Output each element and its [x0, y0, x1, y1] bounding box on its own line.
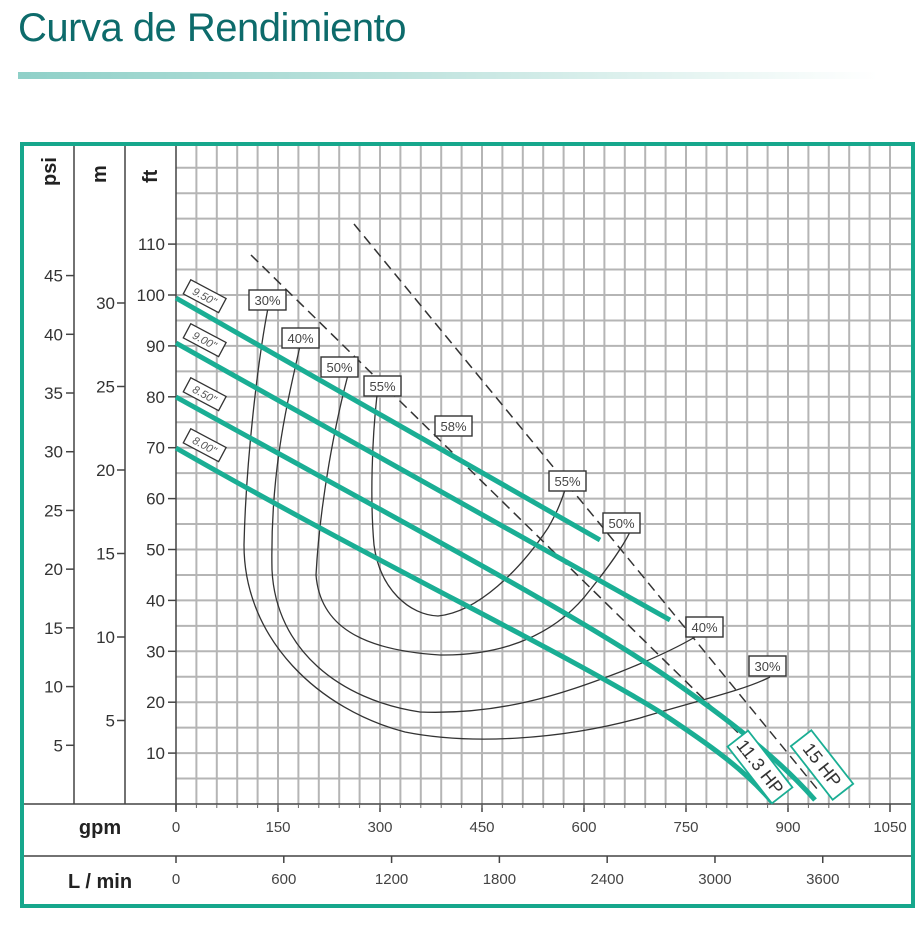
psi-tick-label: 35	[44, 384, 63, 403]
ft-tick-label: 100	[137, 286, 165, 305]
lmin-tick-label: 600	[271, 871, 296, 888]
eff-tag-55-right: 55%	[548, 470, 587, 492]
title-divider	[18, 72, 878, 79]
svg-text:55%: 55%	[369, 379, 395, 394]
lmin-axis-label: L / min	[68, 871, 132, 893]
eff-tag-50-left: 50%	[320, 356, 359, 378]
psi-tick-label: 5	[54, 736, 63, 755]
eff-tag-30-left: 30%	[248, 289, 287, 311]
efficiency-curve-50	[315, 374, 631, 656]
gpm-tick-label: 150	[265, 819, 290, 836]
ft-tick-label: 10	[146, 744, 165, 763]
psi-tick-label: 15	[44, 619, 63, 638]
ft-tick-label: 60	[146, 490, 165, 509]
m-tick-label: 15	[96, 544, 115, 563]
psi-tick-label: 40	[44, 325, 63, 344]
ft-tick-label: 50	[146, 541, 165, 560]
eff-tag-58: 58%	[434, 415, 473, 437]
chart-frame	[20, 142, 915, 908]
psi-tick-label: 20	[44, 560, 63, 579]
m-axis-label: m	[89, 165, 111, 183]
lmin-tick-label: 1800	[483, 871, 516, 888]
hp-15-line	[353, 223, 819, 791]
gpm-tick-label: 0	[172, 819, 180, 836]
head-curve-800	[174, 445, 774, 804]
psi-tick-label: 25	[44, 501, 63, 520]
gpm-tick-label: 750	[673, 819, 698, 836]
svg-text:50%: 50%	[326, 360, 352, 375]
m-tick-label: 25	[96, 377, 115, 396]
efficiency-curve-55	[371, 394, 566, 617]
svg-text:50%: 50%	[608, 516, 634, 531]
chart-grid	[176, 146, 911, 804]
svg-text:55%: 55%	[554, 474, 580, 489]
svg-text:30%: 30%	[754, 659, 780, 674]
ft-tick-label: 70	[146, 439, 165, 458]
axis-ticks: 1101009080706050403020103025201510545403…	[44, 235, 907, 888]
psi-tick-label: 30	[44, 443, 63, 462]
hp-11-3-line	[250, 254, 771, 765]
svg-text:58%: 58%	[440, 419, 466, 434]
psi-axis-label: psi	[39, 157, 61, 186]
head-curve-950	[174, 295, 602, 543]
lmin-tick-label: 3600	[806, 871, 839, 888]
m-tick-label: 10	[96, 628, 115, 647]
eff-tag-40-right: 40%	[685, 616, 724, 638]
gpm-tick-label: 1050	[873, 819, 906, 836]
eff-tag-30-right: 30%	[748, 655, 787, 677]
svg-text:30%: 30%	[254, 293, 280, 308]
ft-tick-label: 110	[138, 235, 165, 254]
ft-tick-label: 30	[146, 642, 165, 661]
lmin-tick-label: 2400	[590, 871, 623, 888]
m-tick-label: 5	[106, 711, 115, 730]
ft-axis-label: ft	[140, 169, 162, 183]
page-title: Curva de Rendimiento	[18, 6, 407, 50]
psi-tick-label: 45	[44, 267, 63, 286]
ft-tick-label: 90	[146, 337, 165, 356]
hp-tag-15: 15 HP	[789, 728, 855, 802]
lmin-tick-label: 1200	[375, 871, 408, 888]
gpm-tick-label: 450	[469, 819, 494, 836]
ft-tick-label: 20	[146, 693, 165, 712]
efficiency-tags: 30% 40% 50% 55% 58% 55% 50% 40% 30%	[248, 289, 787, 677]
eff-tag-40-left: 40%	[281, 327, 320, 349]
eff-tag-55-left: 55%	[363, 375, 402, 397]
gpm-tick-label: 300	[367, 819, 392, 836]
lmin-tick-label: 3000	[698, 871, 731, 888]
ft-tick-label: 80	[146, 388, 165, 407]
m-tick-label: 30	[96, 294, 115, 313]
lmin-tick-label: 0	[172, 871, 180, 888]
eff-tag-50-right: 50%	[602, 512, 641, 534]
gpm-tick-label: 900	[775, 819, 800, 836]
gpm-axis-label: gpm	[79, 817, 121, 839]
head-curve-900	[174, 340, 672, 623]
svg-text:40%: 40%	[287, 331, 313, 346]
m-tick-label: 20	[96, 461, 115, 480]
svg-text:40%: 40%	[691, 620, 717, 635]
gpm-tick-label: 600	[571, 819, 596, 836]
ft-tick-label: 40	[146, 591, 165, 610]
psi-tick-label: 10	[44, 678, 63, 697]
efficiency-curve-40	[271, 345, 696, 713]
